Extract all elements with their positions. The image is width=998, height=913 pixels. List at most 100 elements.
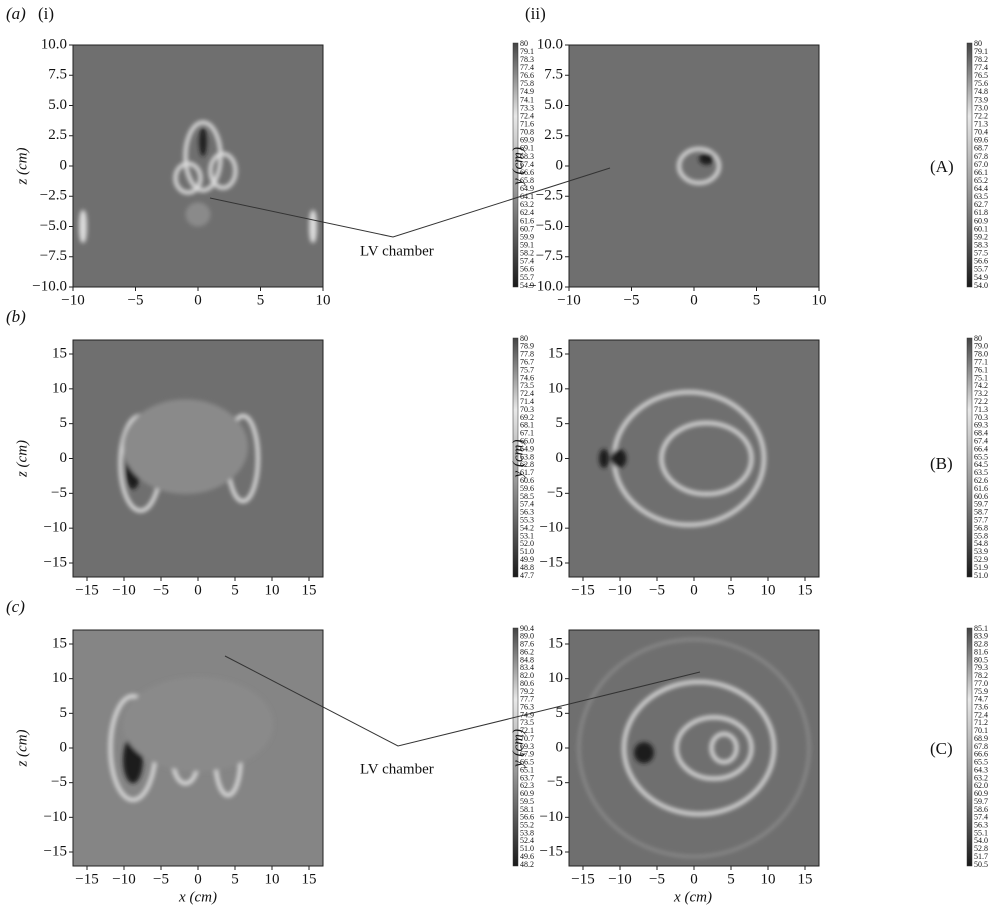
- feature: [699, 152, 714, 165]
- panels: −10 −5 0 5 10 10.0 7.5 5.0 2.5 0 −2.5 −5.0 −7.5 −10.0…: [14, 36, 988, 887]
- x-tick-label: −5: [128, 292, 144, 308]
- colorbar-label: 76.5: [974, 71, 988, 80]
- colorbar: [512, 627, 519, 867]
- y-tick-label: 0: [60, 739, 68, 755]
- y-tick-label: −10: [540, 809, 563, 825]
- colorbar-label: 60.7: [520, 224, 534, 233]
- colorbar-label: 66.5: [520, 758, 534, 767]
- colorbar-label: 48.8: [520, 563, 534, 572]
- colorbar-label: 63.5: [974, 192, 988, 201]
- x-tick-label: 10: [761, 871, 776, 887]
- colorbar-label: 71.3: [974, 405, 988, 414]
- colorbar-label: 57.4: [520, 500, 534, 509]
- colorbar-label: 74.8: [974, 87, 988, 96]
- colorbar-label: 53.1: [520, 531, 534, 540]
- colorbar-label: 56.6: [520, 265, 534, 274]
- x-tick-label: 0: [690, 582, 698, 598]
- colorbar-label: 56.8: [974, 523, 988, 532]
- row-tag: (B): [930, 454, 953, 473]
- colorbar-label: 57.4: [974, 813, 988, 822]
- y-tick-label: 10: [52, 380, 67, 396]
- colorbar-label: 72.4: [520, 389, 534, 398]
- feature: [79, 209, 87, 244]
- colorbar-label: 67.8: [974, 742, 988, 751]
- colorbar-label: 67.4: [520, 160, 534, 169]
- colorbar-label: 79.3: [974, 663, 988, 672]
- colorbar-label: 57.4: [520, 257, 534, 266]
- colorbar-label: 73.2: [974, 389, 988, 398]
- y-tick-label: −5: [51, 774, 67, 790]
- colorbar-label: 76.6: [520, 71, 534, 80]
- pointer-line: [209, 167, 611, 238]
- y-tick-label: 5.0: [48, 97, 67, 113]
- colorbar-label: 59.7: [974, 500, 988, 509]
- colorbar-label: 61.6: [974, 484, 988, 493]
- colorbar-label: 60.6: [520, 476, 534, 485]
- colorbar-label: 70.1: [974, 726, 988, 735]
- y-tick-label: 15: [52, 345, 67, 361]
- y-axis-label: y (cm): [510, 147, 526, 187]
- image-features: [108, 677, 273, 802]
- colorbar-label: 70.4: [974, 128, 988, 137]
- colorbar-label: 54.0: [974, 281, 988, 290]
- y-tick-label: −5.0: [536, 218, 563, 234]
- y-tick-label: 5: [60, 705, 68, 721]
- y-tick-label: −15: [540, 554, 563, 570]
- feature: [599, 449, 609, 468]
- colorbar-label: 58.5: [520, 492, 534, 501]
- colorbar-label: 50.5: [974, 860, 988, 869]
- y-tick-label: 15: [548, 345, 563, 361]
- y-tick-label: 0: [556, 450, 564, 466]
- colorbar-label: 65.1: [520, 765, 534, 774]
- colorbar-label: 66.0: [520, 437, 534, 446]
- x-tick-label: 15: [798, 871, 813, 887]
- colorbar-label: 55.7: [974, 265, 988, 274]
- y-tick-label: 0: [60, 157, 68, 173]
- colorbar-label: 61.8: [974, 208, 988, 217]
- colorbar-label: 75.7: [520, 365, 534, 374]
- colorbar-label: 78.9: [520, 342, 534, 351]
- x-tick-label: 0: [194, 582, 202, 598]
- y-tick-label: 7.5: [544, 67, 563, 83]
- feature: [309, 209, 317, 244]
- image-features: [578, 638, 810, 858]
- colorbar-label: 62.4: [520, 208, 534, 217]
- colorbar-label: 74.2: [974, 381, 988, 390]
- x-tick-label: −5: [649, 582, 665, 598]
- colorbar-label: 51.0: [974, 571, 988, 580]
- y-tick-label: −5: [547, 774, 563, 790]
- annotation: LV chamber: [360, 761, 434, 777]
- colorbar-label: 76.3: [520, 702, 534, 711]
- colorbar-label: 48.2: [520, 860, 534, 869]
- colorbar-label: 68.7: [974, 144, 988, 153]
- colorbar-label: 77.0: [974, 679, 988, 688]
- colorbar-label: 73.6: [974, 702, 988, 711]
- feature: [185, 202, 211, 227]
- colorbar-label: 80: [520, 334, 528, 343]
- colorbar-label: 59.7: [974, 797, 988, 806]
- colorbar-label: 68.3: [520, 152, 534, 161]
- colorbar-label: 57.5: [974, 249, 988, 258]
- row-tag: (A): [930, 157, 954, 176]
- feature: [674, 715, 754, 781]
- x-tick-label: −10: [608, 582, 631, 598]
- colorbar-label: 72.4: [520, 111, 534, 120]
- x-axis-label: x (cm): [178, 889, 217, 905]
- colorbar-label: 89.0: [520, 632, 534, 641]
- colorbar-label: 85.1: [974, 624, 988, 633]
- colorbar-label: 73.5: [520, 381, 534, 390]
- feature: [173, 161, 203, 195]
- colorbar-label: 73.3: [520, 103, 534, 112]
- y-tick-label: −7.5: [40, 248, 67, 264]
- colorbar-label: 66.6: [974, 750, 988, 759]
- colorbar-label: 64.9: [520, 184, 534, 193]
- x-tick-label: 10: [265, 582, 280, 598]
- colorbar-label: 54.0: [974, 836, 988, 845]
- image-features: [599, 390, 766, 527]
- colorbar-label: 70.3: [520, 405, 534, 414]
- y-tick-label: −2.5: [536, 188, 563, 204]
- annotation: LV chamber: [360, 243, 434, 259]
- x-tick-label: 15: [798, 582, 813, 598]
